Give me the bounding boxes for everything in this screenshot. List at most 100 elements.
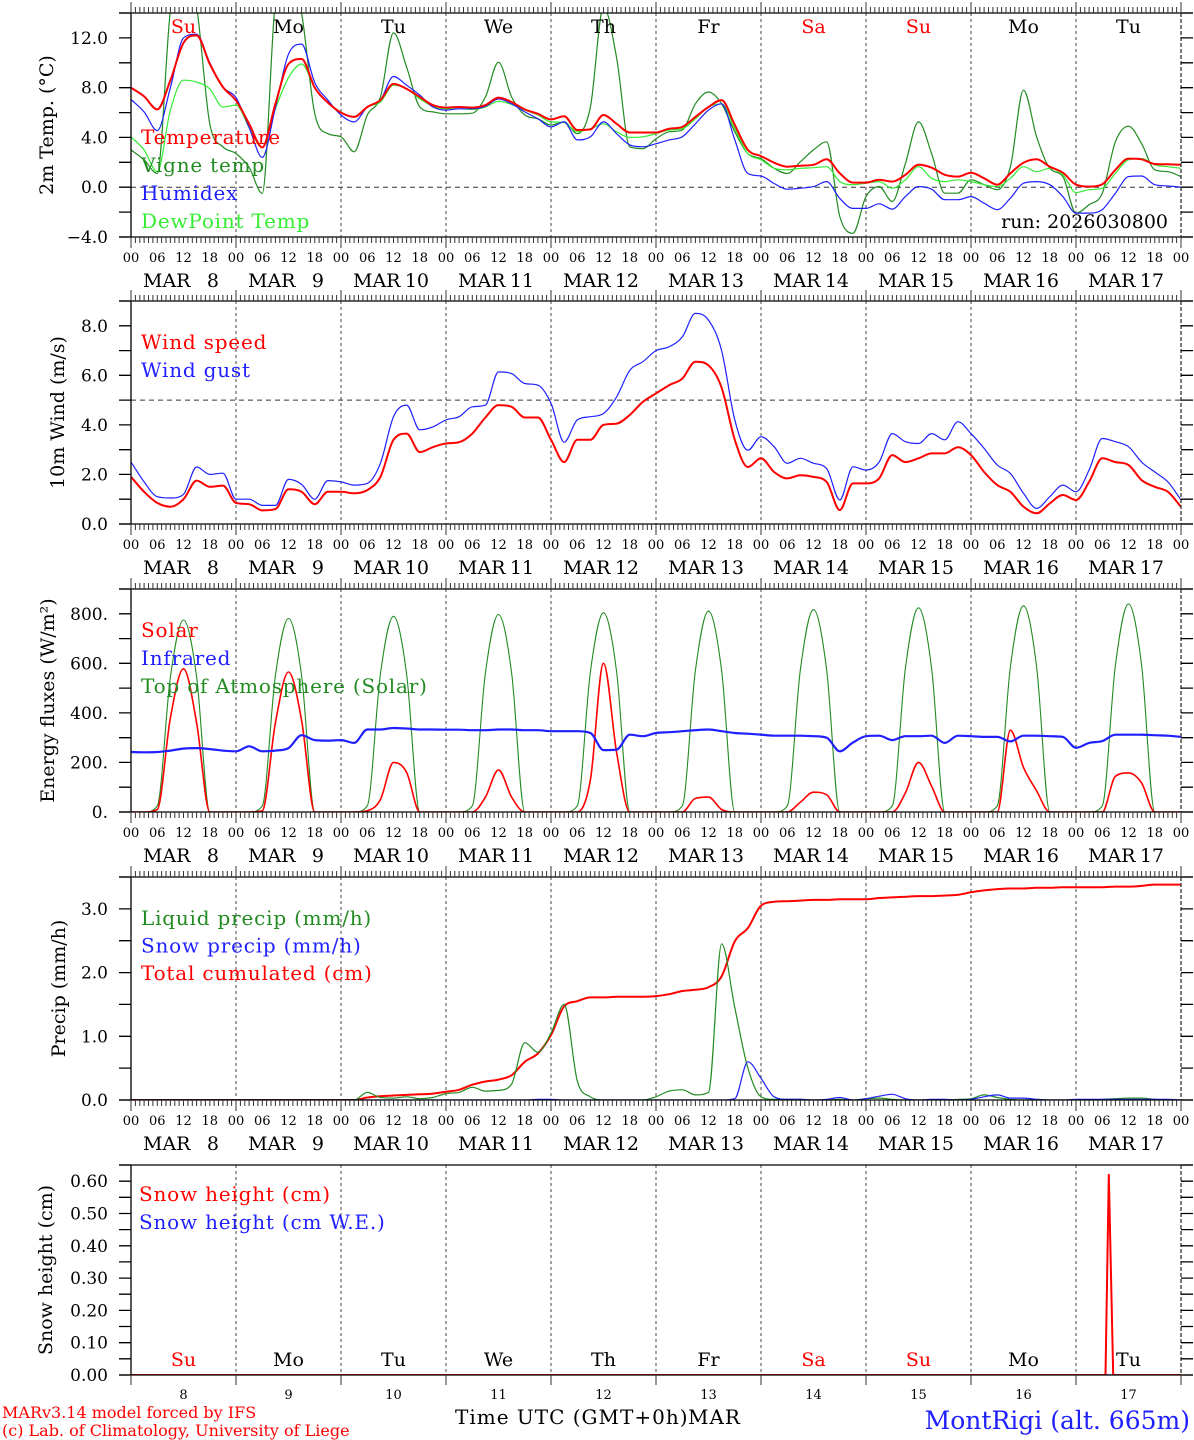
x-hour-label: 06 — [1094, 538, 1111, 553]
x-date-day: 16 — [1035, 557, 1059, 579]
x-hour-label: 06 — [254, 251, 271, 266]
x-hour-label: 06 — [359, 251, 376, 266]
x-date-month: MAR — [248, 1133, 296, 1155]
x-date-month: MAR — [563, 845, 611, 867]
x-hour-label: 12 — [805, 538, 822, 553]
x-hour-label: 06 — [674, 538, 691, 553]
footer: MARv3.14 model forced by IFS (c) Lab. of… — [2, 1403, 1190, 1440]
chart-panel-energy-fluxes: 800. 600. 400. 200. 0. Energy fluxes (W/m²) So… — [37, 578, 1193, 867]
x-hour-label: 06 — [569, 251, 586, 266]
y-tick-label: 4.0 — [81, 128, 108, 148]
x-date-day: 12 — [615, 1133, 639, 1155]
y-tick-label: 0.20 — [70, 1301, 108, 1321]
x-hour-label: 18 — [622, 826, 639, 841]
x-hour-label: 06 — [254, 1114, 271, 1129]
weekday-label: Sa — [801, 1349, 825, 1371]
weekday-label: Th — [591, 16, 616, 38]
x-hour-label: 06 — [989, 251, 1006, 266]
x-hour-label: 06 — [989, 1114, 1006, 1129]
x-hour-label: 12 — [805, 1114, 822, 1129]
weekday-label: Mo — [273, 16, 304, 38]
x-date-month: MAR — [878, 270, 926, 292]
weekday-label: Sa — [801, 16, 825, 38]
weekday-label: Mo — [1008, 1349, 1039, 1371]
model-credit: MARv3.14 model forced by IFS — [2, 1403, 256, 1422]
x-date-month: MAR — [458, 557, 506, 579]
x-hour-ticks — [130, 866, 1182, 1111]
y-tick-label: 0.30 — [70, 1269, 108, 1289]
y-tick-label: 0.00 — [70, 1366, 108, 1386]
x-hour-label: 00 — [1068, 538, 1085, 553]
x-hour-label: 00 — [333, 251, 350, 266]
x-date-month: MAR — [878, 845, 926, 867]
x-date-month: MAR — [773, 845, 821, 867]
y-tick-label: 12.0 — [70, 29, 108, 49]
x-date-day: 11 — [510, 270, 534, 292]
x-date-day: 16 — [1035, 1133, 1059, 1155]
x-hour-label: 00 — [753, 1114, 770, 1129]
series-line-liquid-precip-mm-h — [131, 943, 1181, 1100]
x-hour-label: 06 — [884, 538, 901, 553]
y-tick-label: 0.50 — [70, 1205, 108, 1225]
x-date-month: MAR — [1088, 1133, 1136, 1155]
x-date-month: MAR — [143, 1133, 191, 1155]
x-date-day: 9 — [312, 557, 324, 579]
x-date-month: MAR — [1088, 270, 1136, 292]
x-date-day: 15 — [930, 845, 954, 867]
legend-wind-speed: Wind speed — [141, 330, 267, 354]
y-tick-label: 0.40 — [70, 1237, 108, 1257]
x-hour-label: 00 — [543, 1114, 560, 1129]
x-date-day: 16 — [1035, 270, 1059, 292]
series-line-total-cumulated-cm — [131, 883, 1181, 1100]
x-hour-label: 18 — [1147, 251, 1164, 266]
x-hour-label: 06 — [569, 826, 586, 841]
x-hour-label: 18 — [937, 826, 954, 841]
y-tick-label: 800. — [70, 605, 108, 625]
y-axis-title: 2m Temp. (°C) — [36, 55, 58, 195]
y-tick-label: 2.0 — [81, 465, 108, 485]
x-hour-label: 00 — [648, 251, 665, 266]
x-hour-label: 18 — [727, 826, 744, 841]
x-date-day: 17 — [1140, 557, 1164, 579]
x-hour-label: 12 — [700, 826, 717, 841]
series-line-vigne-temp — [131, 13, 1181, 234]
x-hour-label: 06 — [359, 538, 376, 553]
x-hour-label: 00 — [963, 251, 980, 266]
station-name: MontRigi (alt. 665m) — [925, 1406, 1190, 1435]
x-date-month: MAR — [983, 557, 1031, 579]
x-hour-label: 12 — [385, 1114, 402, 1129]
x-hour-label: 12 — [280, 538, 297, 553]
x-hour-label: 06 — [884, 826, 901, 841]
x-hour-label: 00 — [543, 251, 560, 266]
x-hour-label: 00 — [123, 1114, 140, 1129]
legend-temperature: Temperature — [141, 125, 281, 149]
x-hour-label: 18 — [622, 538, 639, 553]
x-date-day: 15 — [930, 1133, 954, 1155]
x-date-day: 15 — [930, 557, 954, 579]
legend-solar: Solar — [141, 618, 199, 642]
y-axis-ticks — [119, 1164, 1193, 1376]
x-hour-label: 18 — [832, 538, 849, 553]
x-hour-label: 12 — [595, 1114, 612, 1129]
y-tick-label: 2.0 — [81, 964, 108, 984]
legend-infrared: Infrared — [141, 646, 231, 670]
weekday-label: Su — [906, 16, 931, 38]
y-tick-label: 8.0 — [81, 317, 108, 337]
x-hour-label: 12 — [385, 538, 402, 553]
x-hour-label: 00 — [228, 251, 245, 266]
x-axis-month: MAR — [688, 1405, 741, 1429]
x-day-number: 11 — [490, 1388, 507, 1403]
chart-panel-precipitation: 3.0 2.0 1.0 0.0 Precip (mm/h) Liquid precip (… — [48, 866, 1193, 1155]
x-hour-label: 12 — [595, 251, 612, 266]
x-hour-ticks — [130, 2, 1182, 248]
x-hour-label: 00 — [123, 251, 140, 266]
x-hour-label: 00 — [1173, 1114, 1190, 1129]
series-line-wind-gust — [131, 312, 1181, 509]
x-hour-label: 00 — [438, 251, 455, 266]
x-hour-label: 00 — [858, 826, 875, 841]
x-hour-label: 06 — [149, 1114, 166, 1129]
x-hour-label: 18 — [412, 538, 429, 553]
x-hour-label: 12 — [490, 538, 507, 553]
x-hour-label: 06 — [1094, 826, 1111, 841]
x-hour-label: 06 — [464, 826, 481, 841]
